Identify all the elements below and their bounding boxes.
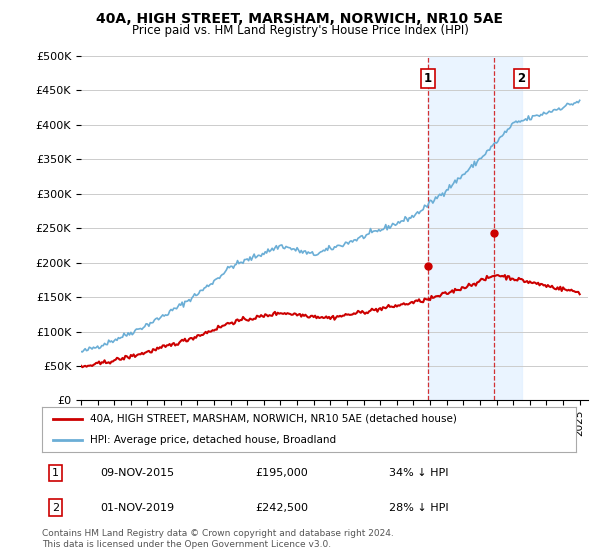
Text: 2: 2 — [517, 72, 526, 85]
Text: Price paid vs. HM Land Registry's House Price Index (HPI): Price paid vs. HM Land Registry's House … — [131, 24, 469, 37]
Text: 40A, HIGH STREET, MARSHAM, NORWICH, NR10 5AE: 40A, HIGH STREET, MARSHAM, NORWICH, NR10… — [97, 12, 503, 26]
Text: 1: 1 — [424, 72, 432, 85]
Text: 40A, HIGH STREET, MARSHAM, NORWICH, NR10 5AE (detached house): 40A, HIGH STREET, MARSHAM, NORWICH, NR10… — [90, 414, 457, 424]
Text: Contains HM Land Registry data © Crown copyright and database right 2024.
This d: Contains HM Land Registry data © Crown c… — [42, 529, 394, 549]
Text: 1: 1 — [52, 468, 59, 478]
Text: £242,500: £242,500 — [256, 502, 308, 512]
Text: 2: 2 — [52, 502, 59, 512]
Text: 34% ↓ HPI: 34% ↓ HPI — [389, 468, 449, 478]
Bar — [428, 56, 521, 400]
Text: 09-NOV-2015: 09-NOV-2015 — [101, 468, 175, 478]
Text: 01-NOV-2019: 01-NOV-2019 — [101, 502, 175, 512]
Text: £195,000: £195,000 — [256, 468, 308, 478]
Text: 28% ↓ HPI: 28% ↓ HPI — [389, 502, 449, 512]
Text: HPI: Average price, detached house, Broadland: HPI: Average price, detached house, Broa… — [90, 435, 336, 445]
